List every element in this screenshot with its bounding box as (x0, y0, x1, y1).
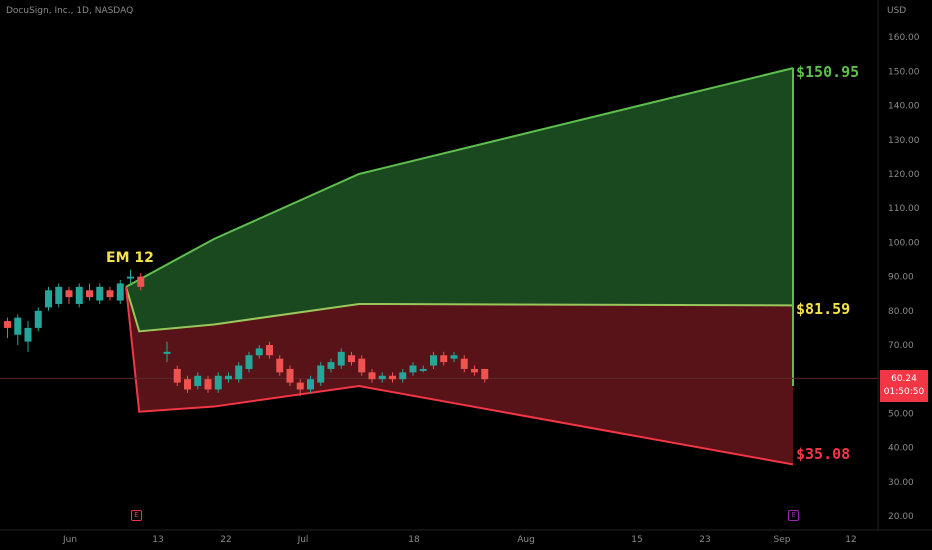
candle-body (214, 375, 222, 390)
x-tick-label: 15 (631, 535, 642, 545)
y-tick-label: 150.00 (888, 67, 920, 77)
candle-body (4, 321, 11, 328)
candle-body (127, 276, 134, 279)
candle-body (106, 290, 114, 298)
chart-title: DocuSign, Inc., 1D, NASDAQ (6, 6, 134, 16)
y-tick-label: 50.00 (888, 409, 914, 419)
mid-target-label: $81.59 (796, 300, 851, 318)
candle-body (194, 375, 202, 387)
bar-countdown: 01:50:50 (883, 387, 925, 397)
candle-body (348, 355, 355, 363)
candle-body (471, 368, 478, 373)
candle-body (266, 345, 273, 356)
y-tick-label: 40.00 (888, 444, 914, 454)
candle-body (24, 327, 32, 342)
candle-body (389, 375, 396, 380)
y-tick-label: 90.00 (888, 273, 914, 283)
x-tick-label: 22 (220, 535, 231, 545)
candle-body (45, 290, 52, 308)
candle-body (96, 286, 104, 301)
candle-body (55, 286, 63, 304)
x-tick-label: Aug (517, 535, 535, 545)
x-tick-label: Jun (62, 535, 77, 545)
x-tick-label: 18 (408, 535, 420, 545)
y-tick-label: 110.00 (888, 204, 920, 214)
candle-body (430, 355, 437, 366)
candle-body (75, 286, 83, 304)
candle-body (460, 358, 468, 369)
x-tick-label: 23 (699, 535, 710, 545)
candle-body (163, 351, 171, 354)
lower-target-label: $35.08 (796, 445, 851, 463)
candle-body (137, 276, 145, 287)
candle-body (481, 368, 489, 380)
y-tick-label: 120.00 (888, 170, 920, 180)
candle-body (368, 372, 376, 380)
x-tick-label: 13 (152, 535, 163, 545)
candle-body (245, 355, 253, 369)
candle-body (116, 283, 124, 301)
candle-body (235, 365, 243, 380)
candle-body (276, 358, 284, 373)
lower-projection-line (125, 286, 794, 466)
earnings-marker-upcoming[interactable]: E (788, 510, 799, 521)
em-label: EM 12 (106, 250, 154, 266)
lower-projection-zone (126, 286, 793, 465)
candle-body (317, 365, 325, 383)
x-tick-label: Sep (774, 535, 791, 545)
candle-body (225, 375, 232, 380)
candle-body (255, 348, 263, 356)
earnings-marker-past[interactable]: E (131, 510, 142, 521)
candle-body (399, 372, 407, 380)
x-tick-label: 12 (845, 535, 856, 545)
candle-body (327, 362, 335, 369)
candle-body (409, 365, 417, 373)
candle-body (14, 317, 22, 335)
candle-body (286, 368, 294, 383)
currency-label: USD (887, 6, 907, 16)
candle-body (337, 351, 345, 366)
candle-body (173, 368, 181, 383)
candle-body (450, 355, 458, 359)
candle-body (307, 379, 314, 390)
candle-body (86, 290, 93, 298)
candle-body (440, 355, 448, 363)
current-price-value: 60.24 (891, 374, 917, 384)
candle-body (65, 290, 73, 298)
y-tick-label: 20.00 (888, 512, 914, 522)
candle-body (378, 375, 386, 380)
y-tick-label: 140.00 (888, 102, 920, 112)
y-tick-label: 80.00 (888, 307, 914, 317)
x-tick-label: Jul (297, 535, 309, 545)
candle-body (204, 379, 212, 390)
upper-target-label: $150.95 (796, 63, 860, 81)
y-tick-label: 70.00 (888, 341, 914, 351)
candle-body (358, 358, 366, 373)
candle-body (419, 368, 427, 371)
current-price-tag: 60.24 01:50:50 (880, 370, 928, 402)
candle-body (296, 382, 304, 390)
y-tick-label: 30.00 (888, 478, 914, 488)
mid-projection-line (125, 286, 794, 333)
y-tick-label: 100.00 (888, 238, 920, 248)
upper-projection-line (125, 67, 794, 288)
upper-projection-zone (126, 68, 793, 332)
candle-body (34, 310, 42, 328)
y-tick-label: 160.00 (888, 33, 920, 43)
y-tick-label: 130.00 (888, 136, 920, 146)
candle-body (184, 379, 191, 390)
